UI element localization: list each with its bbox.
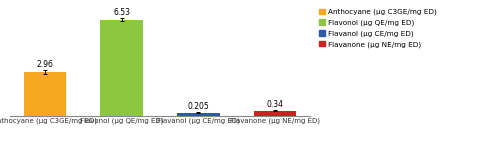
Bar: [24, 72, 66, 116]
Text: 0.34: 0.34: [266, 100, 283, 109]
Text: 2.96: 2.96: [36, 60, 53, 69]
Bar: [100, 20, 142, 116]
Text: 6.53: 6.53: [113, 8, 130, 17]
Bar: [254, 111, 296, 116]
Legend: Anthocyane (μg C3GE/mg ED), Flavonol (μg QE/mg ED), Flavanol (μg CE/mg ED), Flav: Anthocyane (μg C3GE/mg ED), Flavonol (μg…: [318, 8, 438, 48]
Bar: [178, 113, 220, 116]
Text: 0.205: 0.205: [188, 102, 210, 111]
